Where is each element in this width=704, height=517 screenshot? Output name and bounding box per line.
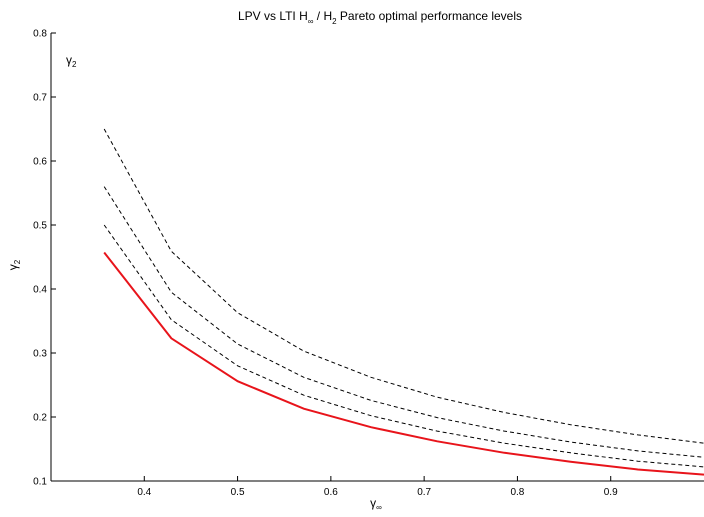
series-line-solid	[103, 251, 704, 476]
y-tick-label: 0.2	[33, 413, 47, 424]
y-ticks: 0.1 0.2 0.3 0.4 0.5 0.6 0.7 0.8	[33, 29, 56, 488]
y-tick-label: 0.8	[33, 29, 47, 40]
series-layer	[103, 128, 704, 476]
x-ticks: 0.4 0.5 0.6 0.7 0.8 0.9	[137, 476, 618, 498]
y-tick-label: 0.5	[33, 221, 47, 232]
y-tick-label: 0.1	[33, 477, 47, 488]
y-tick-label: 0.7	[33, 93, 47, 104]
series-line-dashed	[103, 224, 704, 468]
series-line-dashed	[103, 128, 704, 444]
x-tick-label: 0.6	[324, 487, 338, 498]
plot-annotation: γ2	[66, 53, 77, 69]
axes	[50, 33, 704, 482]
x-axis-label: γ∞	[370, 496, 382, 512]
x-tick-label: 0.5	[231, 487, 245, 498]
series-line-dashed	[103, 186, 704, 458]
x-tick-label: 0.7	[417, 487, 431, 498]
chart-title: LPV vs LTI H∞ / H2 Pareto optimal perfor…	[238, 9, 522, 26]
y-tick-label: 0.3	[33, 349, 47, 360]
y-tick-label: 0.4	[33, 285, 47, 296]
x-tick-label: 0.9	[604, 487, 618, 498]
y-tick-label: 0.6	[33, 157, 47, 168]
x-tick-label: 0.8	[510, 487, 524, 498]
x-tick-label: 0.4	[137, 487, 151, 498]
y-axis-label: γ2	[6, 259, 22, 270]
